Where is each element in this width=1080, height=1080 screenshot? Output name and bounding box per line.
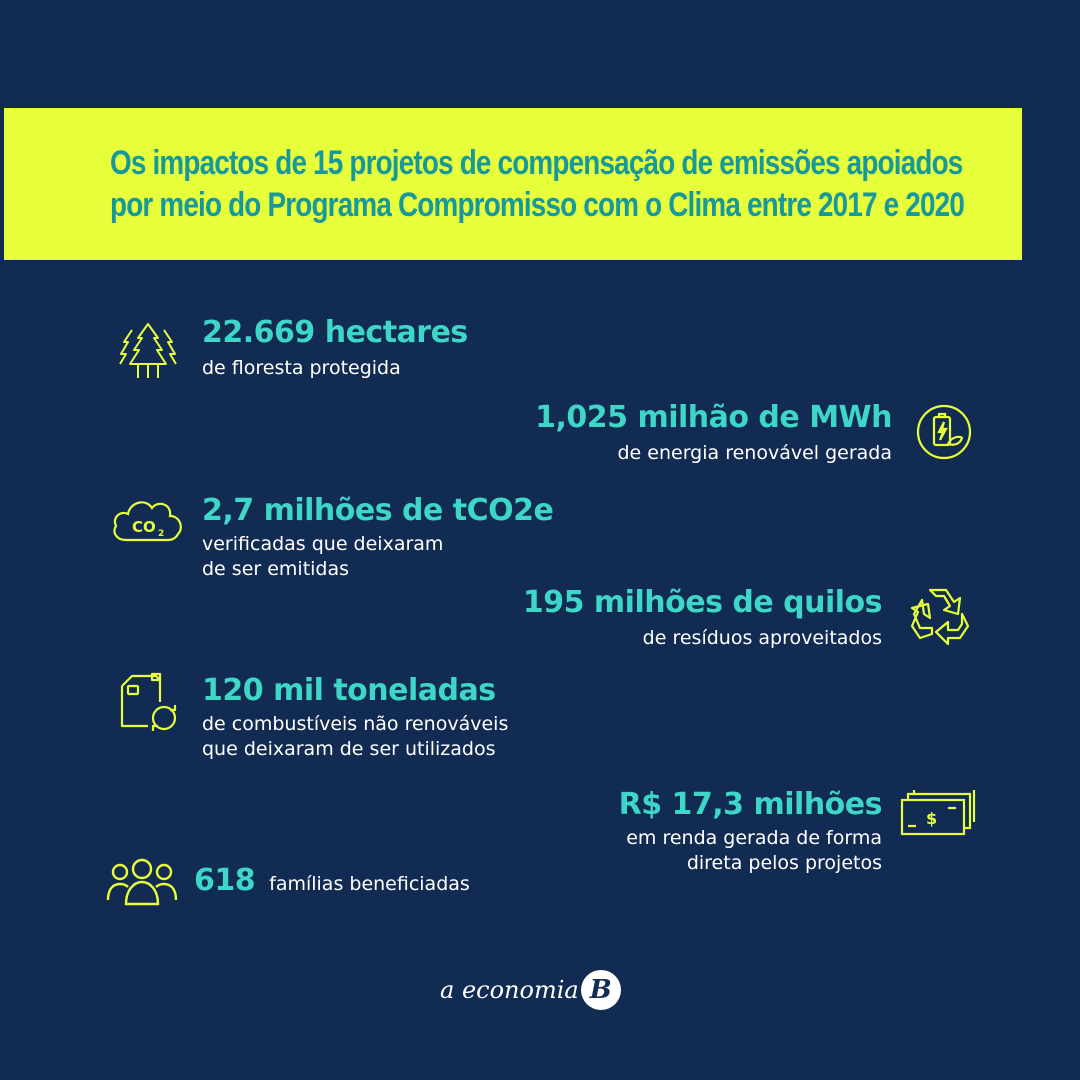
logo-badge: B bbox=[580, 970, 621, 1010]
stat-forest-value: 22.669 hectares bbox=[202, 315, 468, 350]
stat-income-value: R$ 17,3 milhões bbox=[618, 787, 883, 822]
stat-fuel: 120 mil toneladas de combustíveis não re… bbox=[202, 673, 508, 761]
stat-families-desc: famílias beneficiadas bbox=[269, 873, 470, 895]
stat-waste: 195 milhões de quilos de resíduos aprove… bbox=[522, 585, 883, 651]
co2-cloud-icon: CO 2 bbox=[110, 494, 186, 546]
svg-text:$: $ bbox=[926, 809, 937, 828]
stat-co2-value: 2,7 milhões de tCO2e bbox=[202, 493, 554, 528]
stat-co2: 2,7 milhões de tCO2e verificadas que dei… bbox=[202, 493, 554, 581]
stat-fuel-desc-2: que deixaram de ser utilizados bbox=[202, 737, 496, 760]
stat-forest: 22.669 hectares de floresta protegida bbox=[202, 315, 468, 381]
people-icon bbox=[106, 856, 178, 908]
svg-text:CO: CO bbox=[132, 518, 156, 536]
stat-income: R$ 17,3 milhões em renda gerada de forma… bbox=[618, 787, 883, 875]
stat-energy-desc: de energia renovável gerada bbox=[617, 442, 892, 464]
title-line-2: por meio do Programa Compromisso com o C… bbox=[110, 186, 965, 224]
stat-forest-desc: de floresta protegida bbox=[202, 357, 401, 379]
recycle-icon bbox=[906, 584, 972, 648]
trees-icon bbox=[118, 320, 178, 382]
stat-families: 618 famílias beneficiadas bbox=[194, 863, 470, 898]
stat-income-desc-2: direta pelos projetos bbox=[686, 851, 882, 874]
stat-co2-desc-2: de ser emitidas bbox=[202, 557, 350, 580]
stat-waste-value: 195 milhões de quilos bbox=[522, 585, 883, 620]
fuel-can-icon bbox=[118, 672, 180, 734]
stat-families-value: 618 bbox=[194, 863, 256, 898]
stat-fuel-value: 120 mil toneladas bbox=[202, 673, 496, 708]
title-band: Os impactos de 15 projetos de compensaçã… bbox=[4, 108, 1022, 260]
logo-text: a economia bbox=[440, 976, 579, 1004]
stat-energy: 1,025 milhão de MWh de energia renovável… bbox=[535, 400, 892, 466]
stat-fuel-desc-1: de combustíveis não renováveis bbox=[202, 713, 509, 735]
stat-waste-desc: de resíduos aproveitados bbox=[642, 627, 882, 649]
battery-leaf-icon bbox=[914, 402, 974, 462]
stat-energy-value: 1,025 milhão de MWh bbox=[535, 400, 892, 435]
stat-income-desc-1: em renda gerada de forma bbox=[626, 827, 882, 849]
money-icon: $ bbox=[900, 790, 976, 838]
stat-co2-desc-1: verificadas que deixaram bbox=[202, 533, 444, 555]
svg-text:2: 2 bbox=[158, 529, 164, 539]
logo: a economia B bbox=[440, 970, 621, 1010]
title-line-1: Os impactos de 15 projetos de compensaçã… bbox=[110, 143, 963, 182]
